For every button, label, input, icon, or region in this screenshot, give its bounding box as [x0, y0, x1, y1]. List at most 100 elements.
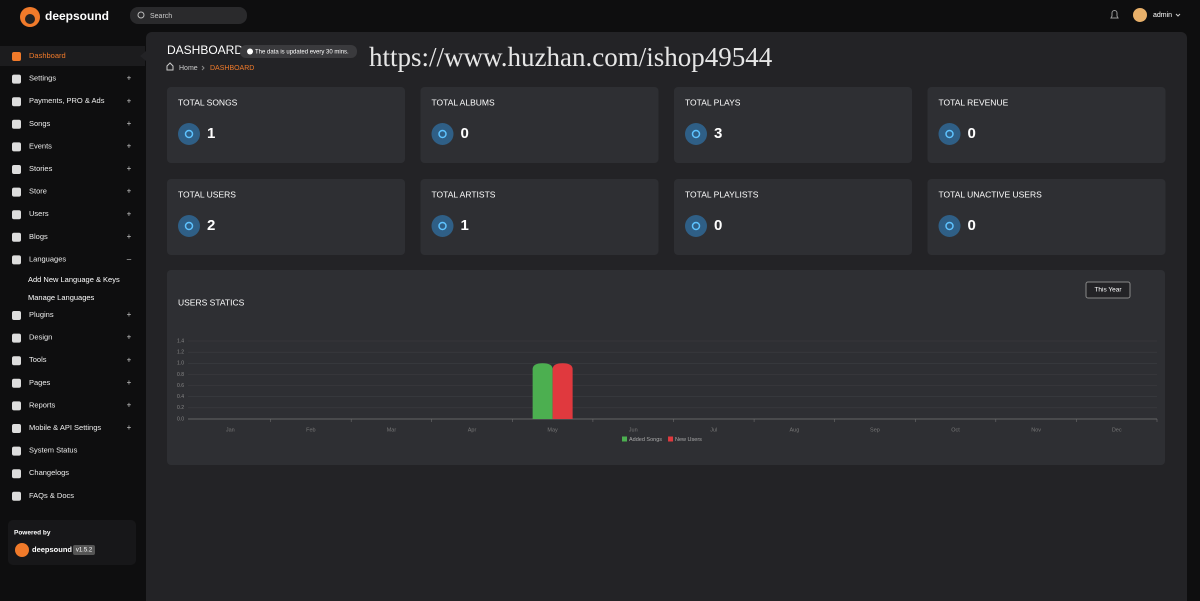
- menu-item[interactable]: Users: [29, 209, 49, 218]
- menu-icon: [12, 232, 21, 242]
- menu-item[interactable]: Store: [29, 187, 47, 196]
- bar: [532, 363, 553, 419]
- menu-icon: [12, 491, 21, 501]
- legend-label[interactable]: Added Songs: [629, 437, 662, 443]
- menu-item[interactable]: Design: [29, 333, 52, 342]
- home-icon: [166, 62, 174, 71]
- menu-toggle[interactable]: –: [127, 255, 132, 264]
- x-tick-label: Jul: [710, 427, 717, 433]
- avatar[interactable]: [1133, 8, 1147, 22]
- search-icon: [137, 11, 145, 19]
- brand: deepsound: [45, 9, 109, 23]
- breadcrumb[interactable]: Home: [179, 65, 198, 72]
- info-icon: [247, 48, 253, 55]
- x-tick-label: Sep: [870, 427, 880, 433]
- x-tick-label: Dec: [1112, 427, 1122, 433]
- menu-toggle[interactable]: +: [127, 232, 132, 241]
- menu-item[interactable]: Payments, PRO & Ads: [29, 96, 105, 105]
- stat-icon: [178, 123, 200, 145]
- menu-toggle[interactable]: +: [127, 401, 132, 410]
- version-badge: [73, 545, 95, 555]
- menu-toggle[interactable]: +: [127, 378, 132, 387]
- menu-item[interactable]: Tools: [29, 355, 47, 364]
- menu-toggle[interactable]: +: [127, 164, 132, 173]
- stat-icon: [938, 215, 961, 237]
- menu-item[interactable]: Dashboard: [29, 51, 66, 60]
- menu-item[interactable]: System Status: [29, 446, 78, 455]
- menu-item[interactable]: Events: [29, 141, 52, 150]
- x-tick-label: Feb: [306, 427, 315, 433]
- stat-icon-glyph: [945, 221, 954, 231]
- y-tick-label: 1.2: [177, 349, 184, 355]
- notice-pill: [240, 45, 357, 58]
- x-tick-label: Apr: [468, 427, 477, 433]
- x-tick-label: Jun: [629, 427, 638, 433]
- active-item: [0, 46, 145, 66]
- menu-toggle[interactable]: +: [127, 74, 132, 83]
- version: v1.5.2: [76, 548, 93, 554]
- menu-item[interactable]: Plugins: [29, 310, 54, 319]
- stat-card: [420, 87, 659, 163]
- stat-icon-glyph: [691, 221, 701, 231]
- menu-toggle[interactable]: +: [127, 423, 132, 432]
- menu-icon: [12, 401, 21, 411]
- stat-value: 1: [461, 217, 469, 234]
- menu-icon: [12, 356, 21, 366]
- stat-icon: [938, 123, 961, 145]
- stat-value: 0: [968, 125, 976, 142]
- menu-item[interactable]: Blogs: [29, 232, 48, 241]
- filter-button[interactable]: [1085, 281, 1131, 299]
- menu-toggle[interactable]: +: [127, 333, 132, 342]
- menu-item[interactable]: Mobile & API Settings: [29, 423, 101, 432]
- menu-toggle[interactable]: +: [127, 310, 132, 319]
- menu-item[interactable]: Languages: [29, 254, 66, 263]
- logo-inner: [25, 14, 35, 24]
- menu-item[interactable]: Stories: [29, 164, 53, 173]
- menu-toggle[interactable]: +: [127, 96, 132, 105]
- legend-swatch: [622, 436, 627, 442]
- menu-toggle[interactable]: +: [127, 119, 132, 128]
- menu-toggle[interactable]: +: [127, 142, 132, 151]
- stat-icon: [431, 215, 454, 237]
- y-tick-label: 0.6: [177, 383, 184, 389]
- menu-icon: [12, 119, 21, 129]
- bell-icon[interactable]: [1110, 10, 1119, 19]
- caret: [1175, 13, 1181, 17]
- legend-label[interactable]: New Users: [675, 437, 702, 443]
- user-name[interactable]: admin: [1153, 12, 1172, 19]
- stat-value: 0: [714, 217, 722, 234]
- y-tick-label: 0.0: [177, 416, 184, 422]
- menu-toggle[interactable]: +: [127, 355, 132, 364]
- menu-toggle[interactable]: +: [127, 187, 132, 196]
- stat-card: [167, 87, 405, 163]
- menu-item[interactable]: Changelogs: [29, 468, 69, 477]
- stat-icon-glyph: [945, 129, 954, 139]
- stat-value: 3: [714, 125, 722, 142]
- submenu-item[interactable]: Add New Language & Keys: [28, 275, 120, 284]
- y-tick-label: 1.4: [177, 338, 184, 344]
- search-box[interactable]: [130, 7, 247, 24]
- y-tick-label: 0.8: [177, 372, 184, 378]
- stat-card: [927, 179, 1166, 255]
- x-tick-label: Aug: [789, 427, 799, 433]
- stat-card: [674, 179, 912, 255]
- menu-toggle[interactable]: +: [127, 209, 132, 218]
- filter-button-label[interactable]: This Year: [1094, 287, 1122, 294]
- menu-icon: [12, 333, 21, 343]
- menu-icon: [12, 74, 21, 84]
- menu-item[interactable]: FAQs & Docs: [29, 491, 74, 500]
- menu-icon: [12, 210, 21, 220]
- x-tick-label: Jan: [226, 427, 235, 433]
- stat-icon-glyph: [184, 221, 194, 231]
- menu-item[interactable]: Settings: [29, 74, 56, 83]
- stat-icon: [178, 215, 200, 237]
- menu-item[interactable]: Pages: [29, 378, 51, 387]
- menu-item[interactable]: Songs: [29, 119, 51, 128]
- stat-card: [167, 179, 405, 255]
- menu-item[interactable]: Reports: [29, 400, 56, 409]
- watermark: https://www.huzhan.com/ishop49544: [369, 42, 773, 72]
- submenu-item[interactable]: Manage Languages: [28, 293, 95, 302]
- stat-icon-glyph: [438, 221, 447, 231]
